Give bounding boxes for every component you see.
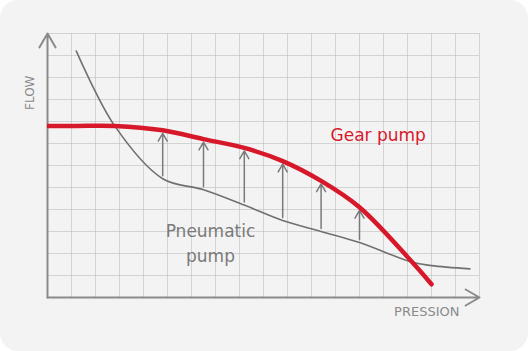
svg-text:Pneumaticpump: Pneumaticpump — [166, 221, 256, 266]
svg-text:PRESSION: PRESSION — [394, 304, 459, 319]
svg-text:Gear pump: Gear pump — [331, 125, 426, 145]
svg-text:FLOW: FLOW — [23, 75, 37, 110]
